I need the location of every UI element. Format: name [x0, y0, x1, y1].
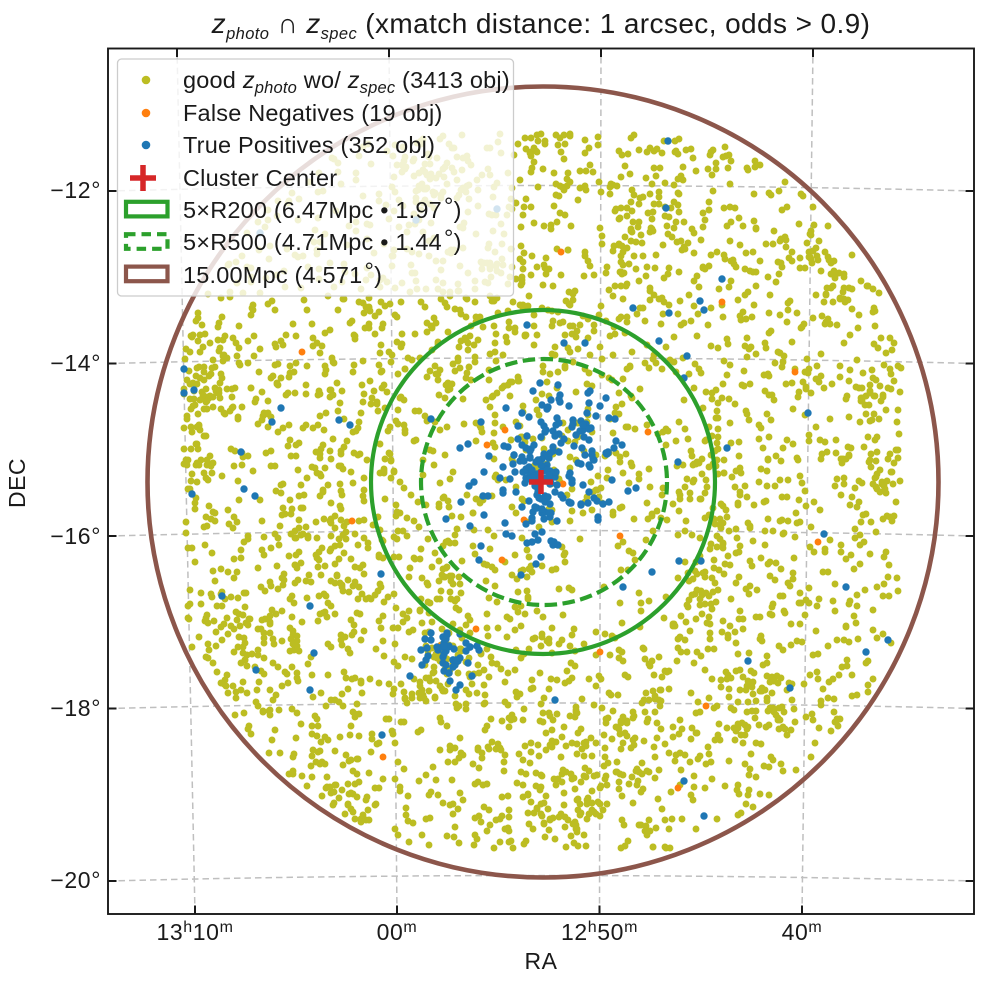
svg-text:00m​: 00m​: [377, 919, 418, 945]
svg-text:Cluster Center: Cluster Center: [183, 165, 337, 191]
svg-text:−14°: −14°: [50, 350, 101, 376]
svg-text:−16°: −16°: [50, 523, 101, 549]
svg-text:5×R500 (4.71Mpc • 1.44 °​): 5×R500 (4.71Mpc • 1.44 °​): [183, 225, 462, 255]
svg-text:40m​: 40m​: [782, 919, 823, 945]
svg-text:13h​10m​: 13h​10m​: [156, 919, 233, 945]
svg-text:DEC: DEC: [4, 458, 30, 508]
svg-text:zphoto​ ∩ zspec​ (xmatch dista: zphoto​ ∩ zspec​ (xmatch distance: 1 arc…: [211, 8, 871, 43]
svg-text:False Negatives (19 obj): False Negatives (19 obj): [183, 100, 443, 126]
svg-text:RA: RA: [525, 948, 558, 974]
svg-text:−20°: −20°: [50, 867, 101, 893]
svg-text:−12°: −12°: [50, 177, 101, 203]
svg-text:12h​50m​: 12h​50m​: [561, 919, 638, 945]
svg-text:−18°: −18°: [50, 695, 101, 721]
svg-text:5×R200 (6.47Mpc • 1.97 °​): 5×R200 (6.47Mpc • 1.97 °​): [183, 193, 462, 223]
svg-text:True Positives (352 obj): True Positives (352 obj): [183, 132, 435, 158]
svg-text:15.00Mpc (4.571 °​): 15.00Mpc (4.571 °​): [183, 258, 382, 288]
svg-text:good zphoto​ wo/ zspec​ (3413: good zphoto​ wo/ zspec​ (3413 obj): [183, 67, 510, 97]
